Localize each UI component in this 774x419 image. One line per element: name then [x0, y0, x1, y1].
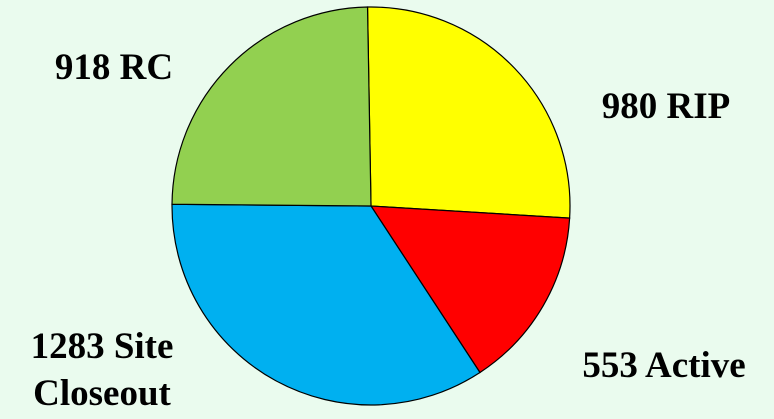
- slice-label-1: 553 Active: [582, 345, 745, 386]
- slice-label-line: 980 RIP: [602, 86, 730, 127]
- slice-label-line: 553 Active: [582, 345, 745, 386]
- slice-label-line: 1283 Site: [31, 326, 174, 367]
- slice-label-2: 1283 Site Closeout: [31, 326, 174, 414]
- pie-slice-3: [172, 7, 371, 206]
- slice-label-line: 918 RC: [55, 47, 173, 88]
- slice-label-0: 980 RIP: [602, 86, 730, 127]
- pie-slice-0: [368, 7, 570, 218]
- slice-label-line: Closeout: [33, 373, 171, 414]
- slice-label-3: 918 RC: [55, 47, 173, 88]
- pie-slices: [172, 7, 570, 405]
